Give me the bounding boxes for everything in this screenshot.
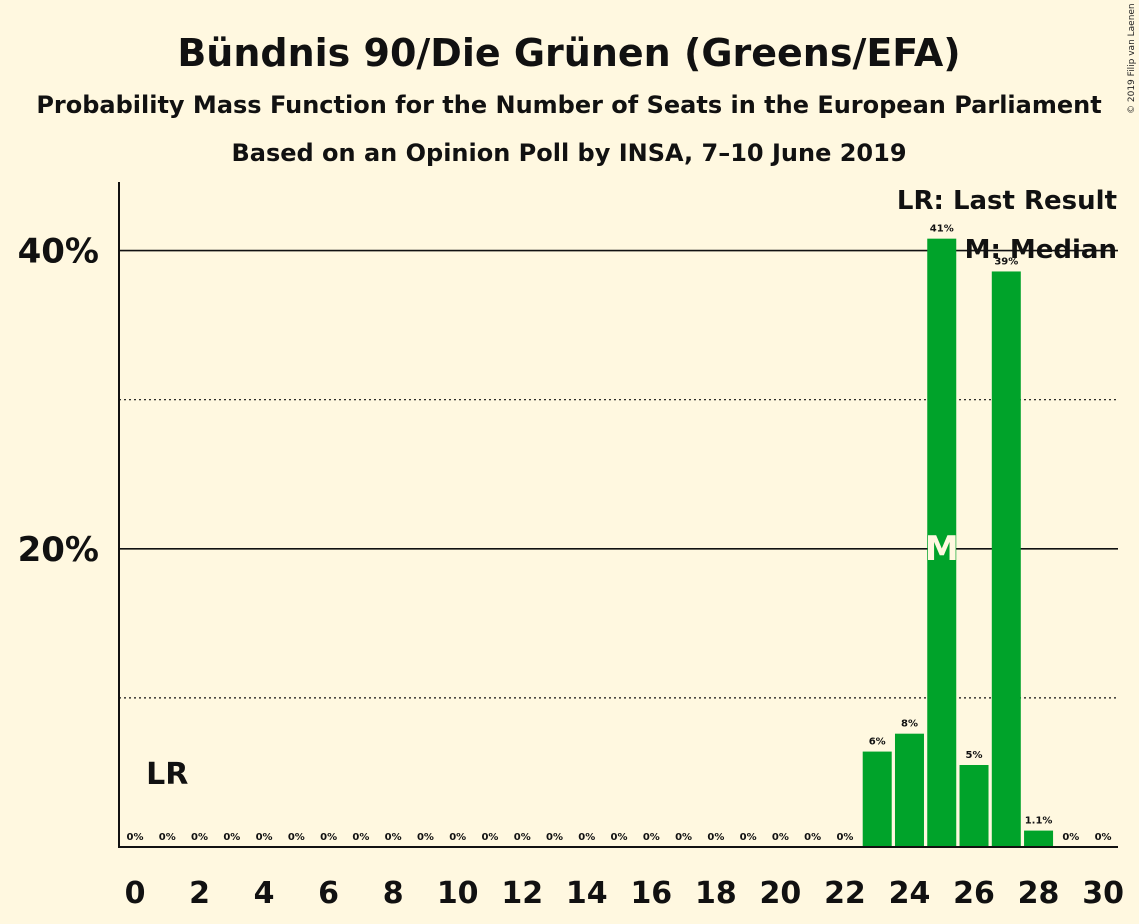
bar-data-label: 0% [127,832,144,843]
x-tick-label: 12 [501,876,543,911]
bar-data-label: 0% [1095,832,1112,843]
x-tick-label: 16 [630,876,672,911]
x-tick-label: 6 [318,876,339,911]
x-tick-label: 14 [566,876,608,911]
legend-last-result: LR: Last Result [897,186,1117,216]
bar-data-label: 0% [772,832,789,843]
gridlines [119,251,1118,698]
x-tick-label: 22 [824,876,866,911]
bar-data-label: 0% [449,832,466,843]
axes [119,182,1118,848]
bar-data-label: 0% [352,832,369,843]
bar-data-label: 0% [836,832,853,843]
bar-data-label: 0% [417,832,434,843]
bar-data-label: 8% [901,719,918,730]
bar-data-label: 0% [514,832,531,843]
x-tick-label: 0 [125,876,146,911]
bar-data-label: 0% [159,832,176,843]
chart-source-subtitle: Based on an Opinion Poll by INSA, 7–10 J… [231,139,906,167]
chart-title: Bündnis 90/Die Grünen (Greens/EFA) [177,31,960,75]
bar-data-label: 0% [288,832,305,843]
bar-data-label: 0% [611,832,628,843]
bar-data-label: 41% [930,224,954,235]
x-tick-label: 4 [254,876,275,911]
bar-data-label: 0% [481,832,498,843]
median-marker: M [925,529,959,569]
last-result-marker: LR [146,757,188,792]
x-tick-label: 24 [889,876,931,911]
chart-subtitle: Probability Mass Function for the Number… [36,91,1101,119]
bar-data-label: 6% [869,737,886,748]
bar [1024,831,1053,847]
bar [960,765,989,847]
x-tick-label: 10 [437,876,479,911]
x-tick-label: 8 [383,876,404,911]
x-tick-label: 26 [953,876,995,911]
bar-data-label: 0% [385,832,402,843]
bar-data-label: 0% [740,832,757,843]
bar-data-label: 0% [191,832,208,843]
y-tick-labels: 20% 40% [18,232,99,570]
bar-data-label: 0% [320,832,337,843]
y-tick-label: 40% [18,232,99,272]
bar-data-label: 0% [643,832,660,843]
bar-data-label: 0% [804,832,821,843]
bar-data-label: 0% [707,832,724,843]
bar-data-label: 5% [966,750,983,761]
x-tick-label: 28 [1018,876,1060,911]
x-tick-label: 18 [695,876,737,911]
bar [895,734,924,847]
x-tick-label: 20 [760,876,802,911]
bar-data-label: 0% [546,832,563,843]
x-tick-label: 30 [1082,876,1124,911]
bar-data-label: 1.1% [1025,816,1053,827]
bar [863,752,892,847]
legend-median: M: Median [965,235,1117,265]
bar-data-label: 0% [675,832,692,843]
bar [992,271,1021,847]
bar-data-label: 0% [578,832,595,843]
bar-data-label: 0% [256,832,273,843]
copyright-notice: © 2019 Filip van Laenen [1127,3,1137,114]
bar-labels: 0% 0% 0% 0% 0% 0% 0% 0% 0% 0% 0% 0% 0% 0% 0% 0% 0% 0% 0% 0%… [127,224,1112,843]
x-tick-labels: 0 2 4 6 8 10 12 14 16 18 20 22 24 26 28 30 [125,876,1124,911]
bar-data-label: 0% [223,832,240,843]
y-tick-label: 20% [18,530,99,570]
x-tick-label: 2 [189,876,210,911]
bar-data-label: 0% [1062,832,1079,843]
